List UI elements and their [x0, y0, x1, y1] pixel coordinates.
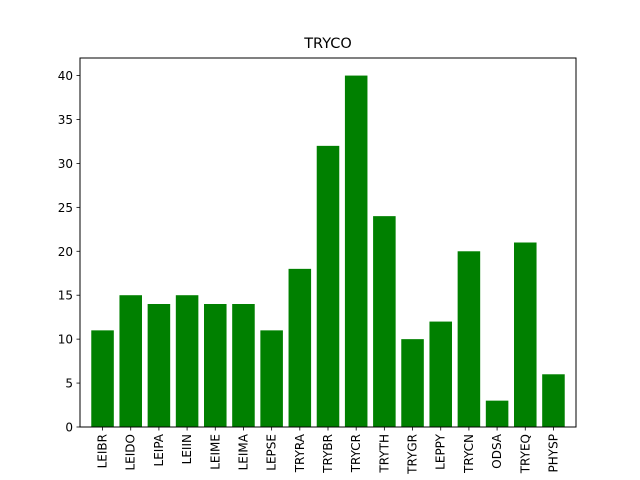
bar-lepse [260, 330, 283, 427]
x-tick-label: LEIDO [124, 434, 138, 471]
x-axis: LEIBR LEIDO LEIPA LEIIN LEIME LEIMA LEPSE TRYRA… [96, 427, 560, 475]
x-tick-label: TRYCR [349, 434, 363, 473]
plot-frame [79, 57, 577, 428]
chart-title: TRYCO [303, 36, 352, 52]
bar-leipa [147, 304, 171, 427]
y-tick-label: 35 [58, 113, 73, 127]
y-tick-label: 20 [58, 245, 73, 259]
x-tick-label: TRYEQ [518, 434, 532, 474]
x-tick-label: PHYSP [546, 434, 560, 472]
bar-tryra [288, 268, 312, 427]
bar-leibr [91, 330, 114, 427]
bars-group [91, 75, 565, 428]
bar-odsa [485, 400, 509, 427]
x-tick-label: LEIIN [180, 434, 194, 464]
y-tick-label: 0 [65, 421, 73, 435]
x-tick-label: LEPSE [265, 434, 279, 471]
bar-leime [204, 304, 227, 427]
x-tick-label: LEIMA [236, 433, 250, 470]
bar-leppy [429, 321, 452, 427]
y-tick-label: 25 [58, 201, 73, 215]
x-tick-label: TRYRA [293, 433, 307, 473]
x-tick-label: TRYGR [406, 434, 420, 475]
bar-physp [542, 374, 565, 427]
y-tick-label: 30 [58, 157, 73, 171]
bar-leima [232, 304, 255, 427]
x-tick-label: LEIPA [152, 433, 166, 466]
bar-trycn [457, 251, 481, 427]
y-axis: 0 5 10 15 20 25 30 35 40 [58, 69, 80, 435]
bar-tryeq [514, 242, 537, 427]
x-tick-label: TRYBR [321, 434, 335, 474]
bar-trycr [344, 75, 368, 428]
bar-tryth [373, 216, 396, 427]
bar-trygr [401, 339, 424, 427]
x-tick-label: ODSA [490, 433, 504, 469]
y-tick-label: 40 [58, 69, 73, 83]
bar-trybr [316, 145, 340, 427]
bar-leido [119, 295, 142, 427]
x-tick-label: LEIME [208, 434, 222, 470]
bar-leiin [175, 295, 199, 427]
y-tick-label: 5 [65, 377, 73, 391]
x-tick-label: TRYCN [462, 434, 476, 474]
x-tick-label: TRYTH [377, 434, 391, 474]
y-tick-label: 15 [58, 289, 73, 303]
x-tick-label: LEPPY [434, 433, 448, 469]
x-tick-label: LEIBR [96, 434, 110, 468]
y-tick-label: 10 [58, 333, 73, 347]
